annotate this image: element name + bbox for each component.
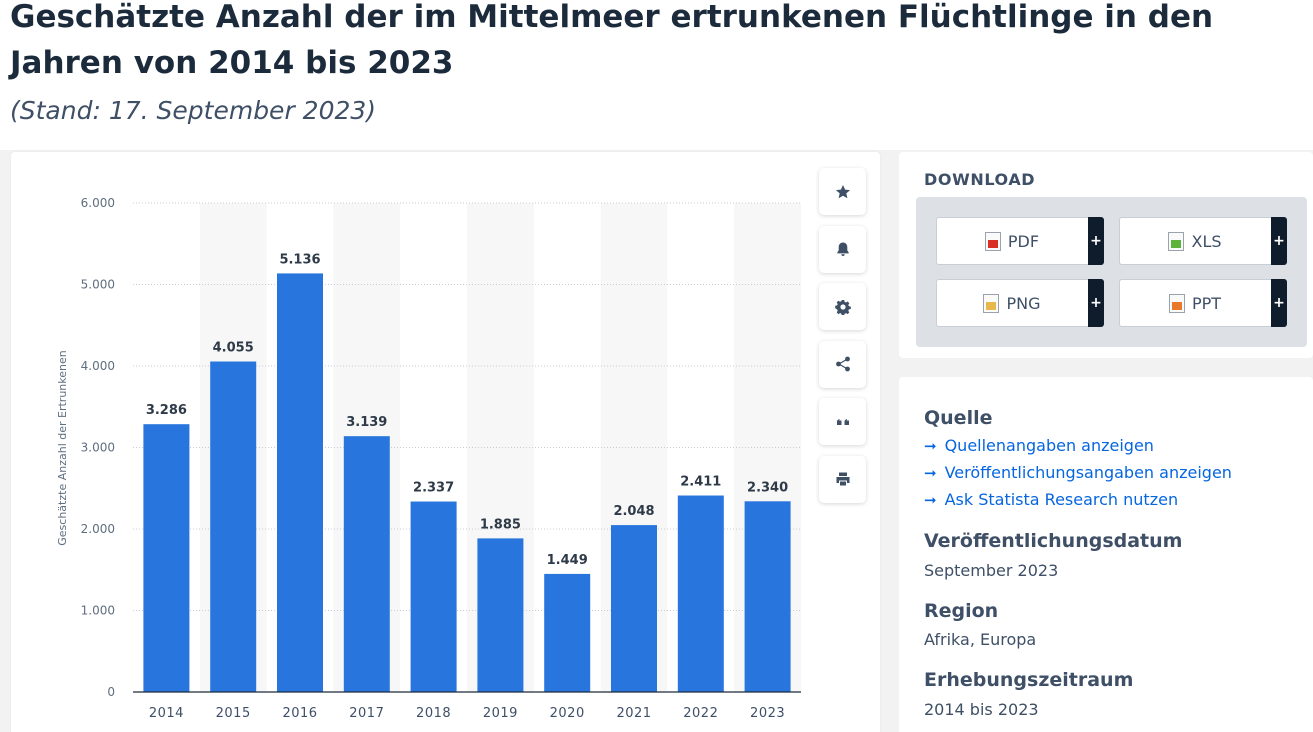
favorite-star-button[interactable] bbox=[819, 168, 866, 215]
arrow-right-icon: ➞ bbox=[924, 436, 937, 455]
publication-link[interactable]: ➞ Veröffentlichungsangaben anzeigen bbox=[924, 463, 1232, 482]
x-tick-label: 2021 bbox=[616, 706, 651, 721]
page-subtitle: (Stand: 17. September 2023) bbox=[10, 96, 377, 125]
download-ppt-label-wrap: PPT bbox=[1120, 280, 1270, 326]
download-button-area: PDF + XLS + PNG + PPT + bbox=[916, 197, 1307, 347]
download-pdf-plus[interactable]: + bbox=[1088, 217, 1104, 265]
download-pdf-button[interactable]: PDF + bbox=[936, 217, 1104, 265]
data-label: 5.136 bbox=[279, 252, 320, 267]
y-tick-label: 2.000 bbox=[81, 522, 115, 536]
x-tick-label: 2017 bbox=[349, 706, 384, 721]
data-label: 2.048 bbox=[613, 504, 654, 519]
data-label: 1.885 bbox=[480, 517, 521, 532]
bar-chart: 0 1.000 2.000 3.000 4.000 5.000 6.000 Geschätzt… bbox=[56, 196, 801, 721]
x-tick-label: 2015 bbox=[216, 706, 251, 721]
data-label: 1.449 bbox=[547, 553, 588, 568]
page-header: Geschätzte Anzahl der im Mittelmeer ertr… bbox=[0, 0, 1313, 150]
download-ppt-label: PPT bbox=[1191, 293, 1222, 313]
data-label: 4.055 bbox=[213, 341, 254, 356]
region-value: Afrika, Europa bbox=[924, 630, 1037, 649]
bar bbox=[677, 495, 724, 692]
bar bbox=[410, 501, 457, 692]
bell-icon bbox=[836, 242, 849, 256]
download-png-plus[interactable]: + bbox=[1088, 279, 1104, 327]
quote-icon bbox=[836, 418, 849, 425]
print-button[interactable] bbox=[819, 455, 866, 503]
source-heading: Quelle bbox=[924, 407, 993, 429]
bar bbox=[143, 424, 190, 692]
chart-toolbar bbox=[819, 168, 867, 513]
printer-icon bbox=[836, 472, 849, 486]
y-tick-label: 6.000 bbox=[81, 196, 115, 210]
download-png-button[interactable]: PNG + bbox=[936, 279, 1104, 327]
period-value: 2014 bis 2023 bbox=[924, 700, 1039, 719]
bar bbox=[343, 436, 390, 692]
source-link[interactable]: ➞ Quellenangaben anzeigen bbox=[924, 436, 1154, 455]
x-tick-label: 2023 bbox=[750, 706, 785, 721]
bar bbox=[477, 538, 524, 692]
x-tick-label: 2019 bbox=[483, 706, 518, 721]
download-xls-button[interactable]: XLS + bbox=[1119, 217, 1287, 265]
data-label: 3.286 bbox=[146, 403, 187, 418]
data-label: 2.337 bbox=[413, 481, 454, 496]
png-file-icon bbox=[983, 293, 1000, 313]
share-button[interactable] bbox=[819, 340, 866, 388]
pubdate-heading: Veröffentlichungsdatum bbox=[924, 530, 1183, 552]
bar bbox=[210, 361, 257, 692]
download-title: DOWNLOAD bbox=[924, 170, 1036, 189]
settings-button[interactable] bbox=[819, 283, 866, 330]
cite-button[interactable] bbox=[819, 398, 866, 445]
download-png-label: PNG bbox=[1006, 293, 1041, 313]
research-link-label: Ask Statista Research nutzen bbox=[944, 490, 1179, 509]
pubdate-value: September 2023 bbox=[924, 561, 1059, 580]
period-heading: Erhebungszeitraum bbox=[924, 669, 1134, 691]
download-png-label-wrap: PNG bbox=[937, 280, 1087, 326]
arrow-right-icon: ➞ bbox=[924, 463, 937, 482]
pdf-file-icon bbox=[984, 231, 1001, 251]
download-panel: DOWNLOAD PDF + XLS + PNG + bbox=[899, 152, 1313, 358]
data-label: 2.340 bbox=[747, 480, 788, 495]
publication-link-label: Veröffentlichungsangaben anzeigen bbox=[944, 463, 1232, 482]
download-xls-plus[interactable]: + bbox=[1271, 217, 1287, 265]
data-label: 2.411 bbox=[680, 475, 721, 490]
notification-bell-button[interactable] bbox=[819, 225, 866, 273]
bar bbox=[611, 525, 657, 692]
ppt-file-icon bbox=[1168, 293, 1185, 313]
info-panel: Quelle ➞ Quellenangaben anzeigen ➞ Veröf… bbox=[899, 377, 1313, 732]
bar bbox=[277, 273, 323, 692]
download-ppt-plus[interactable]: + bbox=[1271, 279, 1287, 327]
y-tick-label: 5.000 bbox=[81, 278, 115, 292]
region-heading: Region bbox=[924, 600, 999, 622]
bar bbox=[744, 501, 791, 692]
x-tick-label: 2022 bbox=[683, 706, 718, 721]
arrow-right-icon: ➞ bbox=[924, 490, 937, 509]
gear-icon bbox=[834, 299, 851, 315]
source-link-label: Quellenangaben anzeigen bbox=[944, 436, 1154, 455]
research-link[interactable]: ➞ Ask Statista Research nutzen bbox=[924, 490, 1178, 509]
y-tick-label: 0 bbox=[107, 685, 115, 699]
download-ppt-button[interactable]: PPT + bbox=[1119, 279, 1287, 327]
y-tick-label: 4.000 bbox=[81, 359, 115, 373]
share-icon bbox=[835, 356, 850, 372]
x-tick-label: 2020 bbox=[550, 706, 585, 721]
download-xls-label-wrap: XLS bbox=[1120, 218, 1270, 264]
chart-card: 0 1.000 2.000 3.000 4.000 5.000 6.000 Geschätzt… bbox=[11, 152, 880, 732]
y-axis-label: Geschätzte Anzahl der Ertrunkenen bbox=[56, 350, 69, 545]
x-tick-label: 2018 bbox=[416, 706, 451, 721]
x-tick-label: 2014 bbox=[149, 706, 184, 721]
xls-file-icon bbox=[1168, 231, 1185, 251]
x-tick-label: 2016 bbox=[282, 706, 317, 721]
download-pdf-label-wrap: PDF bbox=[937, 218, 1087, 264]
download-xls-label: XLS bbox=[1191, 231, 1222, 251]
star-icon bbox=[835, 184, 850, 198]
data-label: 3.139 bbox=[346, 415, 387, 430]
y-tick-label: 1.000 bbox=[81, 604, 115, 618]
y-tick-label: 3.000 bbox=[81, 441, 115, 455]
page-title: Geschätzte Anzahl der im Mittelmeer ertr… bbox=[10, 0, 1214, 81]
download-pdf-label: PDF bbox=[1007, 231, 1040, 251]
bar bbox=[544, 573, 591, 692]
